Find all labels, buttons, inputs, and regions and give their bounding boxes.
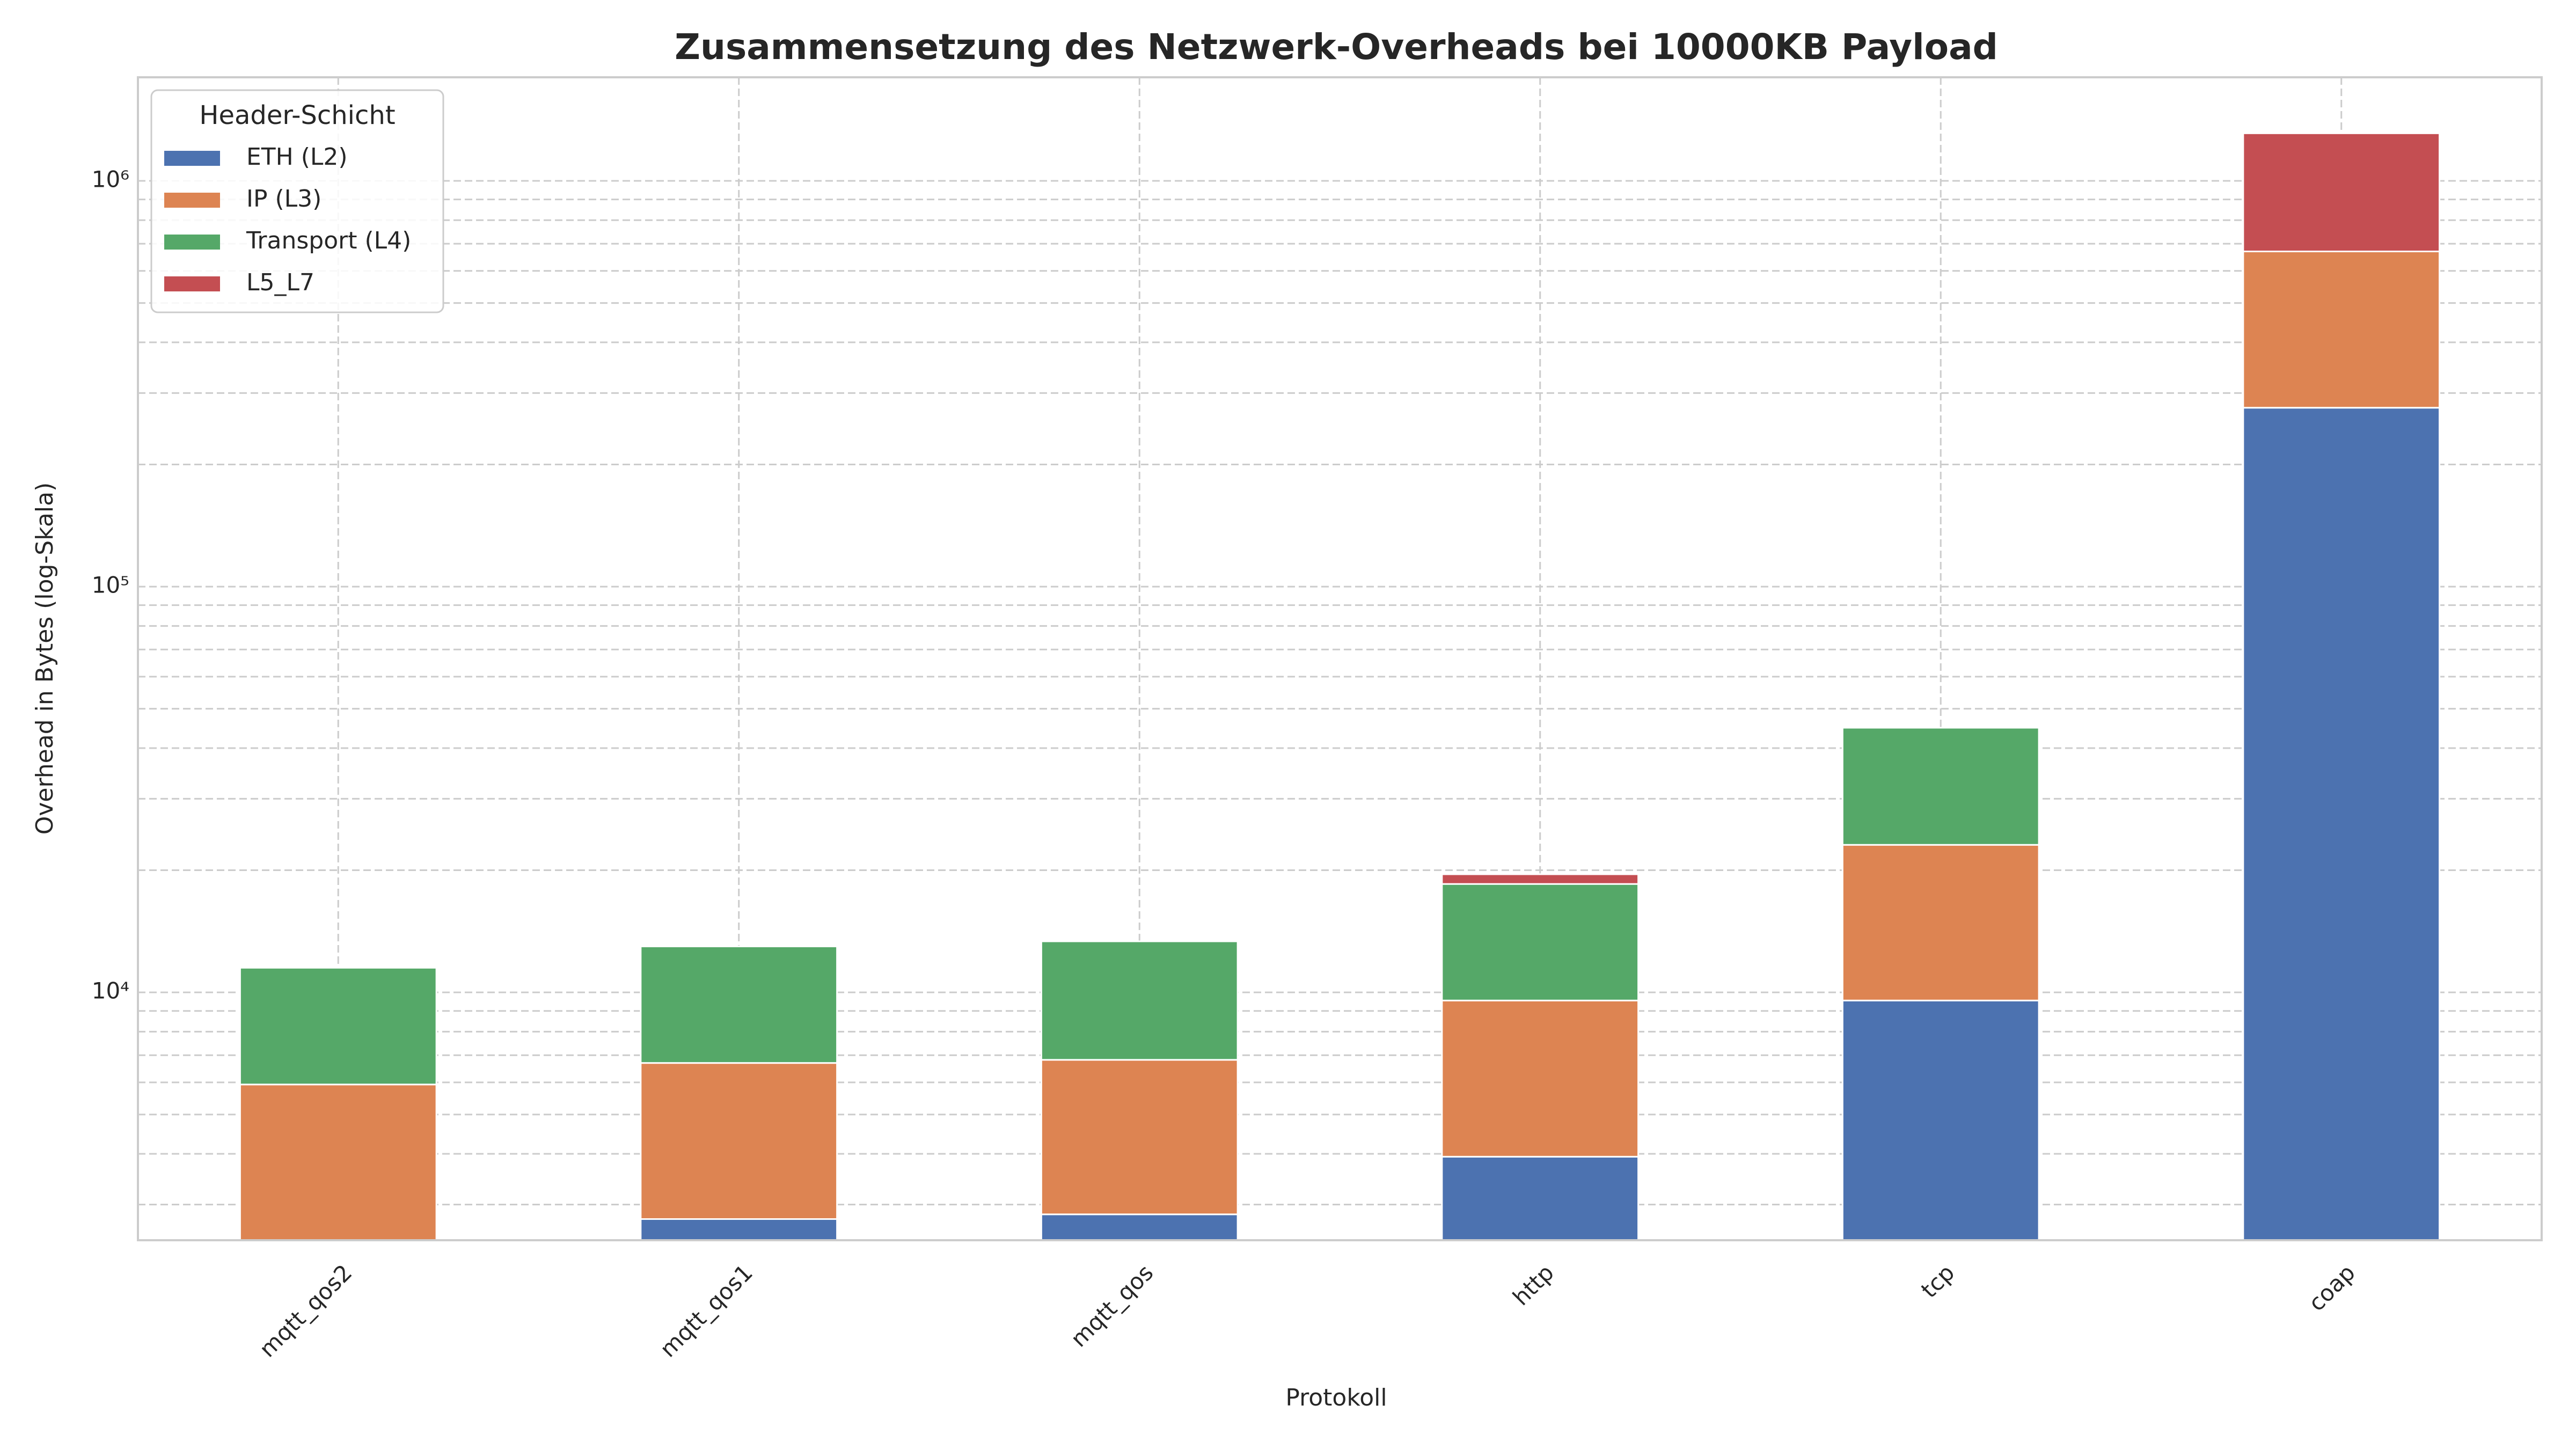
bar-segment bbox=[640, 946, 838, 1064]
bar-segment bbox=[239, 967, 437, 1086]
x-tick-label: http bbox=[1507, 1260, 1559, 1311]
legend-label: L5_L7 bbox=[246, 269, 314, 296]
legend-swatch bbox=[164, 193, 220, 208]
bar-segment bbox=[640, 1218, 838, 1240]
bar-segment bbox=[2242, 251, 2441, 409]
bar-segment bbox=[1441, 883, 1640, 1001]
bar-segment bbox=[1040, 1213, 1239, 1240]
x-axis-label: Protokoll bbox=[1285, 1384, 1387, 1411]
chart-title: Zusammensetzung des Netzwerk-Overheads b… bbox=[675, 26, 1998, 68]
legend-title: Header-Schicht bbox=[199, 100, 395, 130]
legend-label: IP (L3) bbox=[246, 185, 321, 213]
y-tick-label: 10⁵ bbox=[92, 572, 129, 598]
legend-swatch bbox=[164, 235, 220, 250]
bar-segment bbox=[1841, 727, 2040, 846]
y-tick-label: 10⁶ bbox=[92, 166, 129, 193]
bar-segment bbox=[1841, 844, 2040, 1001]
bar-segment bbox=[1040, 1059, 1239, 1216]
bar-segment bbox=[1841, 999, 2040, 1240]
bar-segment bbox=[239, 1084, 437, 1240]
legend-swatch bbox=[164, 276, 220, 291]
x-tick-label: mqtt_qos2 bbox=[254, 1260, 357, 1363]
legend-swatch bbox=[164, 151, 220, 166]
bar-segment bbox=[1441, 873, 1640, 885]
legend-label: ETH (L2) bbox=[246, 143, 348, 171]
y-tick-label: 10⁴ bbox=[92, 978, 129, 1004]
y-axis-label: Overhead in Bytes (log-Skala) bbox=[31, 482, 58, 835]
bar-segment bbox=[2242, 132, 2441, 253]
legend-label: Transport (L4) bbox=[246, 227, 411, 254]
bar-segment bbox=[2242, 407, 2441, 1240]
bar-segment bbox=[640, 1062, 838, 1220]
legend-box bbox=[150, 89, 444, 313]
plot-frame bbox=[137, 76, 2543, 1241]
x-tick-label: tcp bbox=[1916, 1260, 1959, 1303]
bar-segment bbox=[1040, 940, 1239, 1061]
x-tick-label: mqtt_qos1 bbox=[655, 1260, 758, 1363]
bar-segment bbox=[1441, 1155, 1640, 1240]
x-tick-label: coap bbox=[2303, 1260, 2360, 1316]
bar-segment bbox=[1441, 999, 1640, 1158]
x-tick-label: mqtt_qos bbox=[1065, 1260, 1158, 1352]
